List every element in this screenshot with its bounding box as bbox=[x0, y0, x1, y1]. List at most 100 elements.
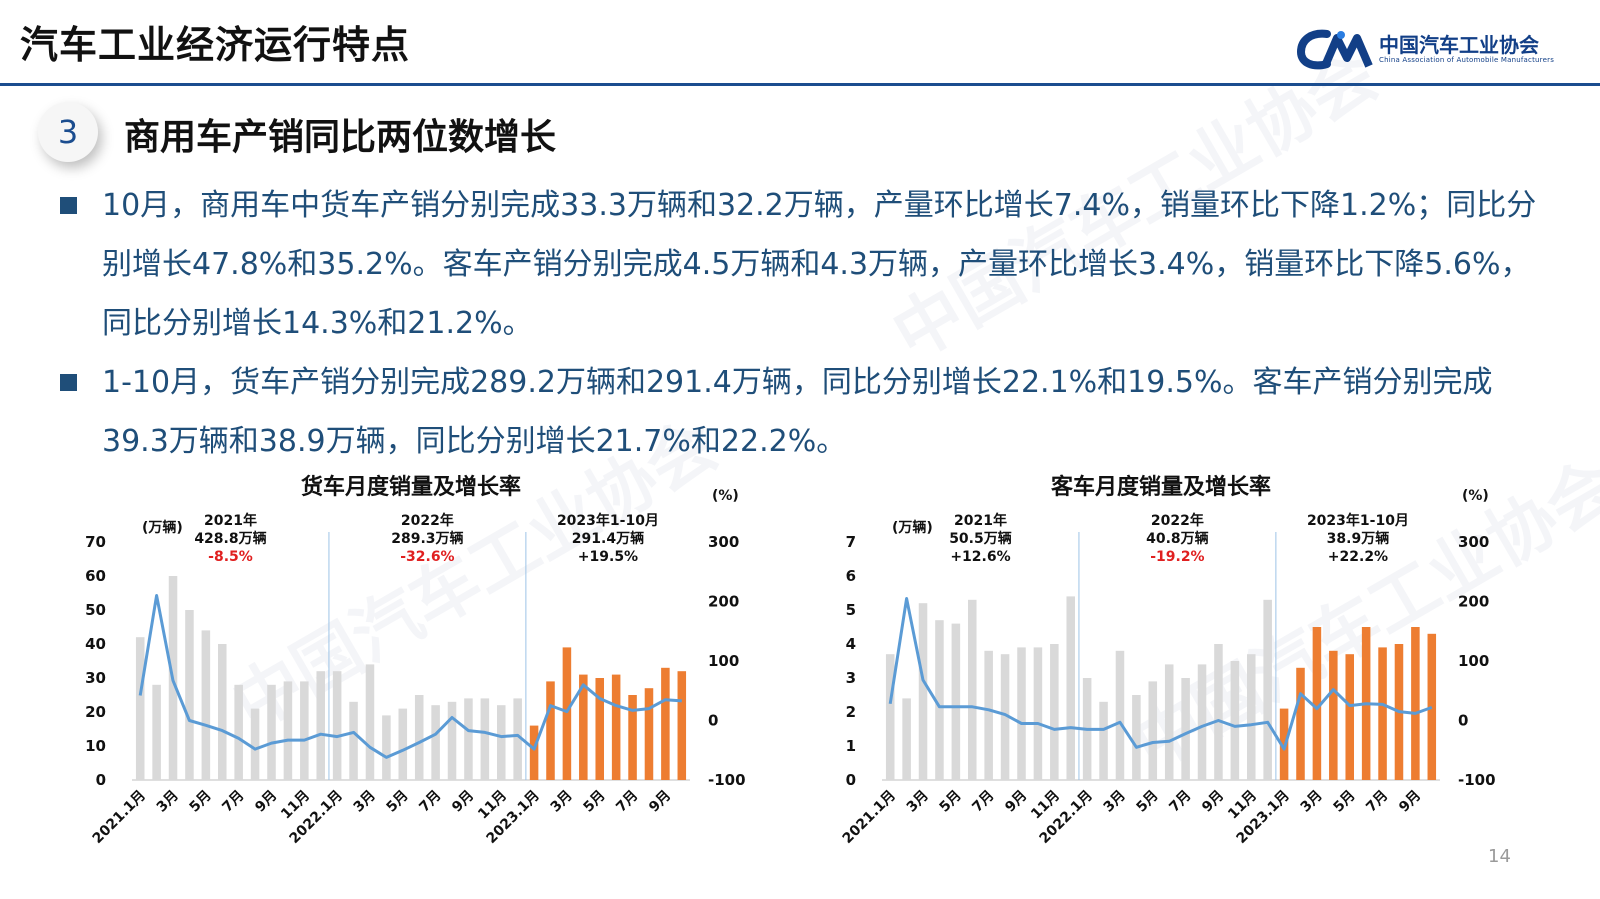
sales-bar bbox=[1017, 647, 1026, 780]
x-tick-label: 3月 bbox=[548, 788, 576, 816]
sales-bar bbox=[1378, 647, 1387, 780]
x-tick-label: 3月 bbox=[904, 788, 932, 816]
right-tick-label: 0 bbox=[708, 712, 718, 730]
x-tick-label: 3月 bbox=[154, 788, 182, 816]
sales-bar bbox=[967, 599, 977, 780]
truck-sales-chart: 货车月度销量及增长率 (万辆) (%) 70 60 50 40 30 20 10 0 300 200 10… bbox=[70, 462, 790, 852]
sales-bar bbox=[1230, 661, 1240, 780]
right-tick-label: 300 bbox=[708, 533, 739, 551]
left-tick-label: 7 bbox=[846, 533, 856, 551]
bus-sales-chart: 客车月度销量及增长率 (万辆) (%) 7 6 5 4 3 2 1 0 300 200 100 0 -100 2… bbox=[820, 462, 1540, 852]
year-note-growth: -32.6% bbox=[400, 549, 454, 565]
left-tick-label: 5 bbox=[846, 601, 856, 619]
sales-bar bbox=[546, 681, 555, 780]
sales-bar bbox=[677, 671, 687, 780]
sales-bar bbox=[267, 684, 276, 780]
page-number: 14 bbox=[1488, 846, 1511, 867]
sales-bar bbox=[283, 681, 293, 780]
sales-bar bbox=[628, 695, 637, 780]
sales-bar bbox=[951, 623, 961, 780]
year-note-growth: +19.5% bbox=[578, 549, 638, 565]
x-tick-label: 7月 bbox=[1166, 788, 1194, 816]
sales-bar bbox=[135, 637, 145, 780]
caam-logo-icon bbox=[1296, 29, 1373, 70]
sales-bar bbox=[464, 698, 473, 780]
sales-bar bbox=[1197, 664, 1207, 780]
year-note-total: 38.9万辆 bbox=[1327, 530, 1390, 547]
x-tick-label: 7月 bbox=[969, 788, 997, 816]
sales-bar bbox=[885, 654, 895, 780]
sales-bar bbox=[562, 647, 572, 780]
year-note-growth: +12.6% bbox=[950, 549, 1010, 565]
section-number-badge: 3 bbox=[38, 102, 98, 162]
sales-bar bbox=[1246, 654, 1256, 780]
sales-bar bbox=[365, 664, 375, 780]
year-note-label: 2023年1-10月 bbox=[1307, 512, 1409, 529]
right-tick-label: 100 bbox=[708, 652, 739, 670]
left-tick-label: 10 bbox=[85, 737, 106, 755]
sales-bar bbox=[1132, 695, 1141, 780]
logo-name: 中国汽车工业协会 bbox=[1379, 33, 1539, 57]
sales-bar bbox=[529, 725, 539, 780]
sales-bar bbox=[984, 650, 993, 780]
bullet-item: 1-10月，货车产销分别完成289.2万辆和291.4万辆，同比分别增长22.1… bbox=[60, 353, 1550, 471]
sales-bar bbox=[217, 644, 227, 780]
sales-bar bbox=[447, 701, 457, 780]
growth-rate-line bbox=[888, 597, 1433, 751]
right-axis-unit: (%) bbox=[712, 488, 739, 504]
left-tick-label: 20 bbox=[85, 703, 106, 721]
square-bullet-icon bbox=[60, 374, 77, 391]
sales-bar bbox=[1214, 644, 1223, 780]
chart-title: 货车月度销量及增长率 bbox=[301, 474, 521, 500]
x-tick-label: 7月 bbox=[219, 788, 247, 816]
chart-title: 客车月度销量及增长率 bbox=[1051, 474, 1271, 500]
left-tick-label: 70 bbox=[85, 533, 106, 551]
sales-bar bbox=[382, 715, 391, 780]
x-tick-label: 5月 bbox=[384, 788, 412, 816]
year-note-growth: +22.2% bbox=[1328, 549, 1388, 565]
sales-bar bbox=[513, 698, 522, 780]
sales-bar bbox=[250, 708, 260, 780]
x-tick-label: 5月 bbox=[1330, 788, 1358, 816]
sales-bar bbox=[349, 701, 358, 780]
right-tick-label: -100 bbox=[1458, 771, 1496, 789]
caam-logo: 中国汽车工业协会 China Association of Automobile… bbox=[1296, 26, 1555, 72]
year-note-growth: -19.2% bbox=[1150, 549, 1204, 565]
x-tick-label: 7月 bbox=[1363, 788, 1391, 816]
logo-subtitle: China Association of Automobile Manufact… bbox=[1379, 56, 1555, 64]
year-note-label: 2023年1-10月 bbox=[557, 512, 659, 529]
sales-bar bbox=[1164, 664, 1174, 780]
sales-bar bbox=[152, 684, 161, 780]
sales-bar bbox=[398, 708, 408, 780]
right-axis-unit: (%) bbox=[1462, 488, 1489, 504]
x-tick-label: 5月 bbox=[937, 788, 965, 816]
x-tick-label: 7月 bbox=[416, 788, 444, 816]
sales-bar bbox=[431, 705, 440, 780]
sales-bar bbox=[300, 681, 309, 780]
sales-bar bbox=[234, 684, 243, 780]
x-tick-label: 9月 bbox=[1396, 788, 1424, 816]
x-tick-label: 5月 bbox=[580, 788, 608, 816]
sales-bar bbox=[644, 688, 654, 780]
left-tick-label: 1 bbox=[846, 737, 856, 755]
left-tick-label: 40 bbox=[85, 635, 106, 653]
right-tick-label: 300 bbox=[1458, 533, 1489, 551]
right-tick-label: 200 bbox=[708, 593, 739, 611]
left-axis-unit: (万辆) bbox=[892, 519, 933, 536]
left-tick-label: 50 bbox=[85, 601, 106, 619]
x-tick-label: 5月 bbox=[187, 788, 215, 816]
sales-bar bbox=[1066, 596, 1076, 780]
left-tick-label: 2 bbox=[846, 703, 856, 721]
page-title: 汽车工业经济运行特点 bbox=[20, 23, 411, 67]
x-tick-label: 9月 bbox=[252, 788, 280, 816]
sales-bar bbox=[902, 698, 911, 780]
growth-rate-line bbox=[138, 594, 682, 759]
chart-svg: 客车月度销量及增长率 (万辆) (%) 7 6 5 4 3 2 1 0 300 200 100 0 -100 2… bbox=[840, 474, 1496, 847]
x-tick-label: 2021.1月 bbox=[90, 788, 149, 847]
sales-bar bbox=[1329, 650, 1338, 780]
title-divider bbox=[0, 83, 1600, 86]
sales-bar bbox=[1033, 647, 1043, 780]
sales-bar bbox=[1345, 654, 1355, 780]
chart-svg: 货车月度销量及增长率(万辆)(%)70605040302010030020010… bbox=[85, 474, 745, 847]
year-note-label: 2022年 bbox=[401, 512, 454, 529]
